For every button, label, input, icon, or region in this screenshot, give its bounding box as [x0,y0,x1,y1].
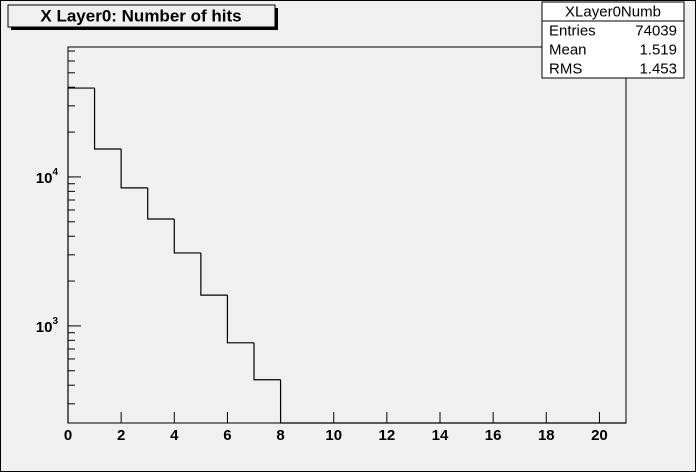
x-tick-label: 16 [485,427,502,444]
title-frame [7,4,276,28]
bin [200,252,228,296]
stats-value: 1.519 [639,41,677,58]
x-tick-label: 18 [538,427,555,444]
bin [279,379,308,424]
x-tick-label: 12 [379,427,396,444]
title-box: X Layer0: Number of hits [7,4,278,30]
stats-box: XLayer0Numb Entries 74039 Mean 1.519 RMS 1.453 [541,1,685,79]
bin [120,148,148,189]
y-tick-base: 10 [36,170,53,187]
stats-frame [541,1,685,79]
x-tick-label: 14 [432,427,449,444]
stats-label: Entries [549,22,596,39]
bin [173,218,201,254]
y-tick-base: 10 [36,319,53,336]
y-tick-exponent: 3 [52,316,58,327]
stats-title: XLayer0Numb [565,3,661,20]
bin [226,295,254,344]
x-tick-label: 10 [325,427,342,444]
bin [67,87,95,423]
x-tick-label: 20 [591,427,608,444]
stats-label: RMS [549,60,582,77]
x-tick-label: 0 [64,427,72,444]
x-tick-label: 6 [223,427,231,444]
y-tick-exponent: 4 [52,167,58,178]
x-tick-label: 4 [170,427,179,444]
bin [93,88,122,150]
y-tick-label: 104 [36,167,59,187]
stats-value: 1.453 [639,60,677,77]
x-tick-label: 8 [276,427,284,444]
stats-value: 74039 [635,22,677,39]
stats-label: Mean [549,41,587,58]
y-tick-label: 103 [36,316,59,336]
x-tick-label: 2 [117,427,125,444]
bin [253,342,281,381]
bin [147,187,175,220]
chart-title: X Layer0: Number of hits [40,6,241,25]
